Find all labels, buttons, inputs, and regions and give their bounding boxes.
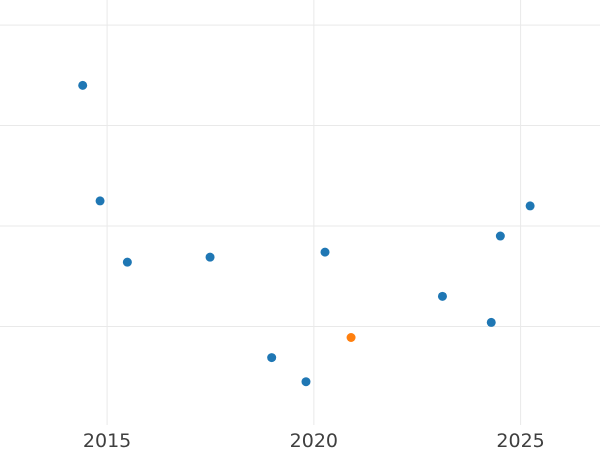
- data-point-highlight: [346, 333, 356, 342]
- data-point: [267, 353, 277, 363]
- x-tick-label-2025: 2025: [496, 430, 545, 450]
- x-tick-label-2015: 2015: [82, 430, 132, 450]
- data-point: [525, 201, 535, 211]
- data-point: [205, 252, 215, 262]
- data-point: [437, 291, 447, 301]
- data-point: [95, 196, 105, 206]
- data-point: [495, 231, 505, 241]
- data-point: [320, 247, 330, 257]
- data-point: [122, 257, 132, 267]
- data-point: [78, 80, 88, 90]
- x-tick-label-2020: 2020: [289, 430, 339, 450]
- data-point: [301, 377, 311, 387]
- data-point: [486, 317, 496, 327]
